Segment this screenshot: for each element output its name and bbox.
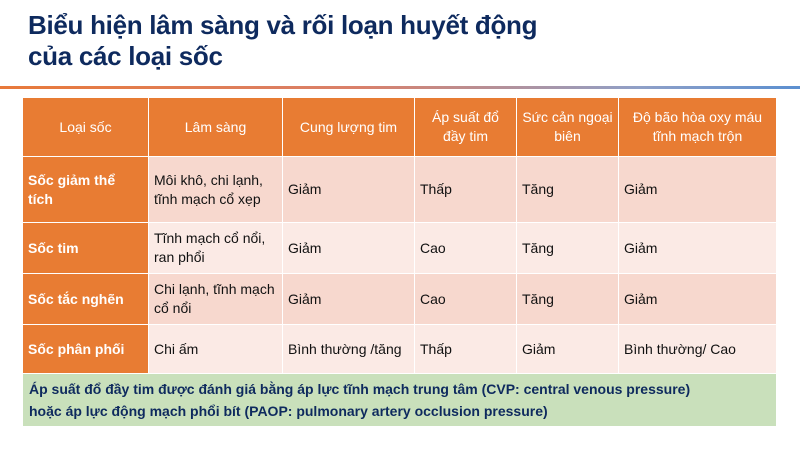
table-cell: Tăng xyxy=(516,273,619,325)
table-cell: Tăng xyxy=(516,222,619,274)
shock-types-table: Loại sốc Lâm sàng Cung lượng tim Áp suất… xyxy=(22,97,777,427)
table-row: Sốc giảm thể tích Môi khô, chi lạnh, tĩn… xyxy=(22,156,777,223)
title-line-1: Biểu hiện lâm sàng và rối loạn huyết độn… xyxy=(28,10,538,40)
table-cell: Giảm xyxy=(282,156,415,223)
table-cell: Bình thường /tăng xyxy=(282,324,415,374)
header-cell: Độ bão hòa oxy máu tĩnh mạch trộn xyxy=(618,97,777,157)
table-cell: Cao xyxy=(414,222,517,274)
table-cell: Chi ấm xyxy=(148,324,283,374)
note-line-2: hoặc áp lực động mạch phổi bít (PAOP: pu… xyxy=(29,403,548,419)
note-line-1: Áp suất đổ đầy tim được đánh giá bằng áp… xyxy=(29,381,691,397)
divider-line xyxy=(0,86,800,89)
table-cell: Thấp xyxy=(414,156,517,223)
row-header: Sốc phân phối xyxy=(22,324,149,374)
table-cell: Giảm xyxy=(282,222,415,274)
title-line-2: của các loại sốc xyxy=(28,41,223,71)
table-cell: Giảm xyxy=(618,156,777,223)
header-cell: Lâm sàng xyxy=(148,97,283,157)
table-note: Áp suất đổ đầy tim được đánh giá bằng áp… xyxy=(22,373,777,427)
table-cell: Giảm xyxy=(618,273,777,325)
table-cell: Giảm xyxy=(516,324,619,374)
slide-title: Biểu hiện lâm sàng và rối loạn huyết độn… xyxy=(28,10,538,72)
row-header: Sốc tắc nghẽn xyxy=(22,273,149,325)
table-row: Sốc tim Tĩnh mạch cổ nổi, ran phổi Giảm … xyxy=(22,222,777,274)
table-header-row: Loại sốc Lâm sàng Cung lượng tim Áp suất… xyxy=(22,97,777,157)
row-header: Sốc giảm thể tích xyxy=(22,156,149,223)
table-cell: Chi lạnh, tĩnh mạch cổ nổi xyxy=(148,273,283,325)
header-cell: Áp suất đổ đầy tim xyxy=(414,97,517,157)
row-header: Sốc tim xyxy=(22,222,149,274)
table-cell: Bình thường/ Cao xyxy=(618,324,777,374)
table-note-row: Áp suất đổ đầy tim được đánh giá bằng áp… xyxy=(22,373,777,427)
table-cell: Cao xyxy=(414,273,517,325)
table-row: Sốc tắc nghẽn Chi lạnh, tĩnh mạch cổ nổi… xyxy=(22,273,777,325)
table-cell: Tĩnh mạch cổ nổi, ran phổi xyxy=(148,222,283,274)
table-cell: Thấp xyxy=(414,324,517,374)
header-cell: Sức cản ngoại biên xyxy=(516,97,619,157)
table-cell: Tăng xyxy=(516,156,619,223)
table-cell: Giảm xyxy=(618,222,777,274)
table-cell: Môi khô, chi lạnh, tĩnh mạch cổ xẹp xyxy=(148,156,283,223)
table-cell: Giảm xyxy=(282,273,415,325)
header-cell: Loại sốc xyxy=(22,97,149,157)
table-row: Sốc phân phối Chi ấm Bình thường /tăng T… xyxy=(22,324,777,374)
header-cell: Cung lượng tim xyxy=(282,97,415,157)
